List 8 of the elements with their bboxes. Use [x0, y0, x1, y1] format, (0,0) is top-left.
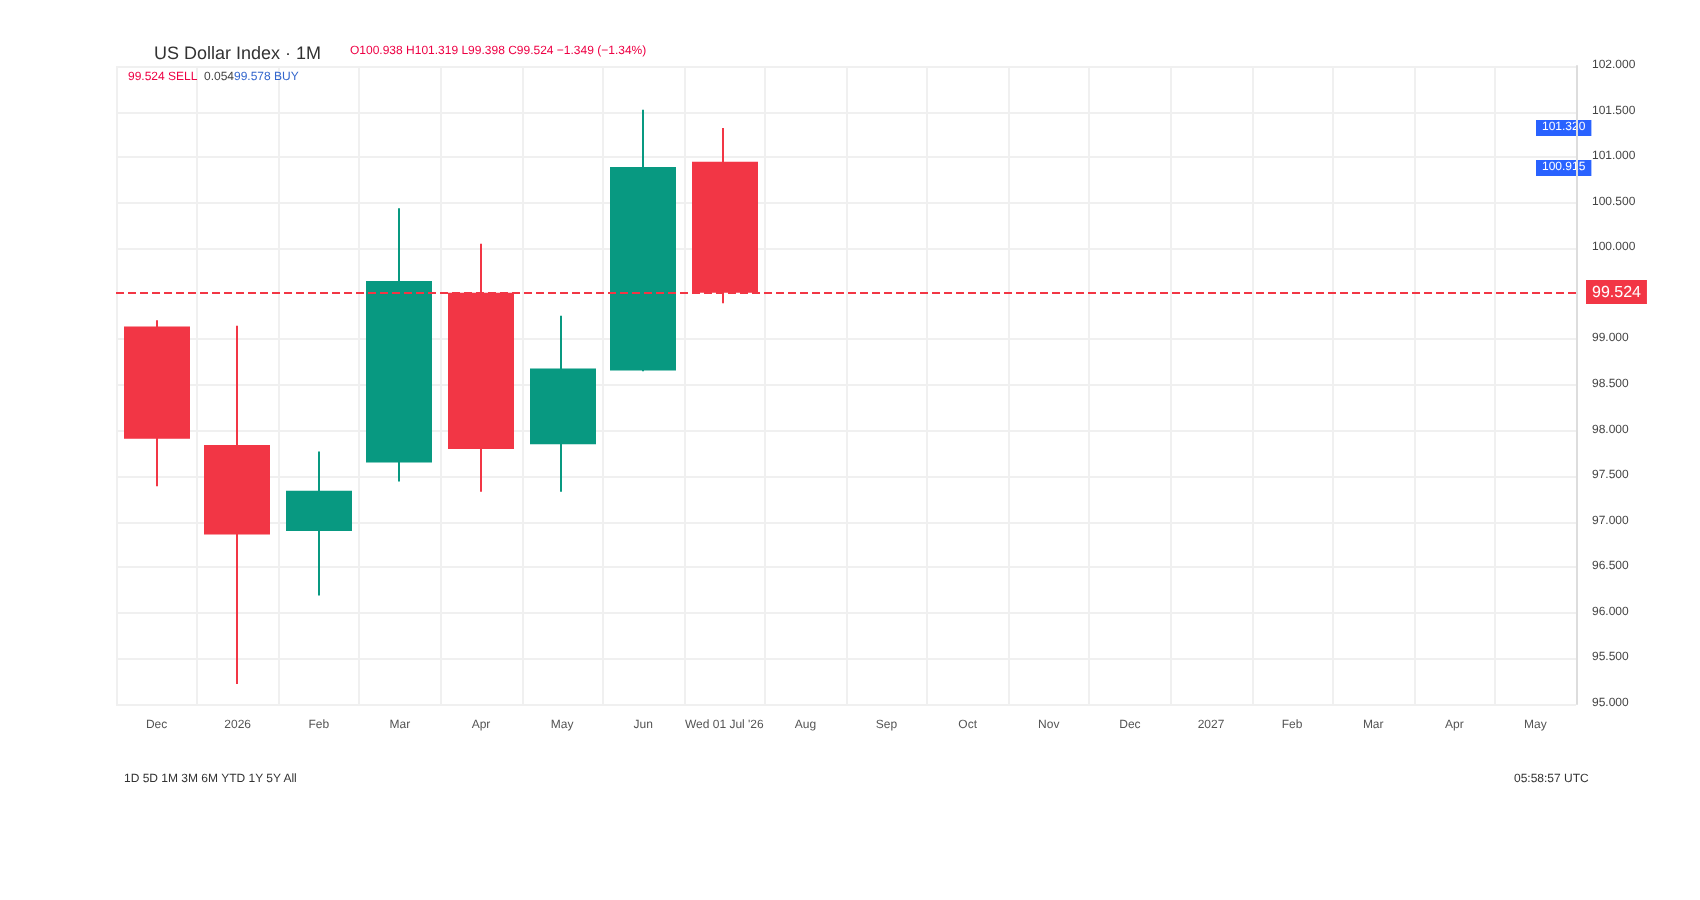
candlestick — [124, 319, 190, 488]
candlestick — [530, 314, 596, 493]
candlestick — [204, 324, 270, 685]
candlestick — [286, 450, 352, 597]
candlestick — [366, 207, 432, 483]
ref-line-label: 99.524 — [1592, 283, 1643, 302]
candlestick — [610, 108, 676, 373]
chart-title: US Dollar Index · 1M — [154, 43, 322, 63]
